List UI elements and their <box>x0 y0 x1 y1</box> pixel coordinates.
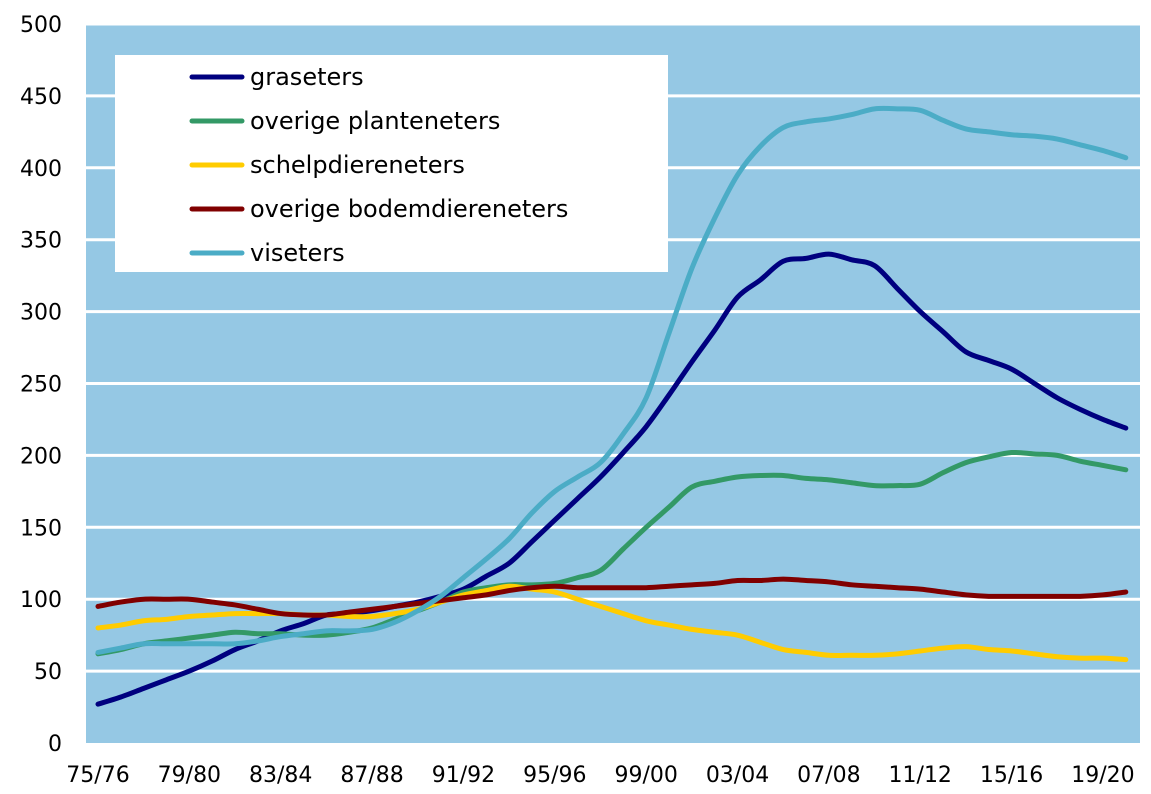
y-tick-label: 450 <box>20 85 62 110</box>
y-tick-label: 100 <box>20 588 62 613</box>
y-tick-label: 350 <box>20 229 62 254</box>
y-tick-label: 0 <box>48 732 62 757</box>
y-tick-label: 400 <box>20 157 62 182</box>
legend-label: viseters <box>250 239 345 267</box>
series-line-overige-bodemdiereneters <box>95 576 1129 618</box>
x-tick-label: 95/96 <box>523 763 586 788</box>
y-tick-label: 300 <box>20 301 62 326</box>
y-tick-label: 500 <box>20 13 62 38</box>
x-tick-label: 11/12 <box>889 763 952 788</box>
x-tick-label: 19/20 <box>1071 763 1134 788</box>
legend-label: schelpdiereneters <box>250 151 465 179</box>
x-tick-label: 15/16 <box>980 763 1043 788</box>
x-tick-label: 99/00 <box>614 763 677 788</box>
x-tick-label: 75/76 <box>66 763 129 788</box>
legend-label: overige planteneters <box>250 107 500 135</box>
legend-label: graseters <box>250 63 364 91</box>
y-tick-label: 200 <box>20 444 62 469</box>
x-tick-label: 91/92 <box>432 763 495 788</box>
y-tick-label: 50 <box>34 660 62 685</box>
x-tick-label: 79/80 <box>158 763 221 788</box>
legend-label: overige bodemdiereneters <box>250 195 568 223</box>
x-tick-label: 07/08 <box>797 763 860 788</box>
x-tick-label: 03/04 <box>706 763 769 788</box>
x-tick-label: 83/84 <box>249 763 312 788</box>
x-tick-label: 87/88 <box>340 763 403 788</box>
y-tick-label: 250 <box>20 373 62 398</box>
series-line-overige-planteneters <box>95 449 1129 657</box>
y-tick-label: 150 <box>20 516 62 541</box>
series-line-viseters <box>95 105 1129 655</box>
